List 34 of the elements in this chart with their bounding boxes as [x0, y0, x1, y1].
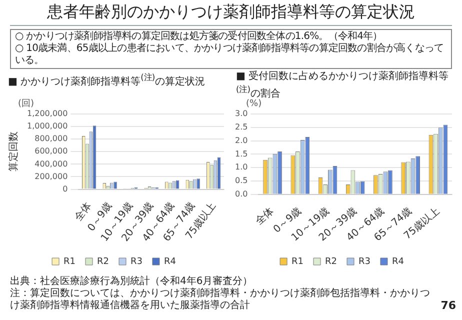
y-tick-label: 2.5	[234, 122, 248, 132]
legend-label: R3	[130, 256, 142, 267]
legend-label: R4	[392, 256, 404, 267]
text: ○ 10歳未満、65歳以上の患者において、かかりつけ薬剤師指導料等の算定回数の割合が高くなっている。	[15, 43, 445, 67]
text: ○ かかりつけ薬剤師指導料の算定回数は処方箋の受付回数全体の1.6%。（令和4年）	[15, 31, 384, 42]
y-tick-label: 3.0	[234, 109, 248, 118]
y-tick-label: 1,200,000	[26, 109, 68, 118]
y-tick-label: 0.0	[234, 189, 248, 198]
text: 注：算定回数については、かかりつけ薬剤師指導料・かかりつけ薬剤師包括指導料・かかりつけ薬剤師指導料情報通信機器を用いた服薬指導の合計	[10, 288, 430, 311]
chart-title: ■ かかりつけ薬剤師指導料等$^{(注)}$の算定状況	[7, 71, 206, 90]
legend-label: R4	[164, 256, 176, 267]
legend-label: R2	[325, 256, 338, 267]
text: 患者年齢別のかかりつけ薬剤師指導料等の算定状況	[10, 2, 452, 26]
legend-label: R1	[292, 256, 304, 267]
y-tick-label: 1,000,000	[26, 122, 68, 131]
y-tick-label: 0.5	[234, 176, 248, 186]
legend-label: R1	[64, 256, 76, 267]
y-tick-label: 1.0	[234, 162, 248, 172]
source-note: 出典：社会医療診療行為別統計（令和4年6月審査分）	[10, 276, 254, 288]
y-tick-label: 400,000	[34, 159, 68, 168]
y-tick-label: 2.0	[234, 136, 248, 145]
y-tick-label: 600,000	[34, 146, 68, 156]
text: (%)	[246, 98, 262, 109]
y-tick-label: 800,000	[34, 134, 68, 144]
y-axis-title: 算定回数	[8, 132, 20, 172]
text: (回)	[18, 98, 34, 109]
text: 76	[440, 299, 456, 312]
chart-title: ■ 受付回数に占めるかかりつけ薬剤師指導料等$^{(注)}$の割合	[235, 71, 450, 100]
legend-label: R3	[358, 256, 370, 267]
y-tick-label: 0	[62, 184, 68, 194]
legend-label: R2	[97, 256, 110, 267]
y-tick-label: 1.5	[234, 149, 248, 158]
x-tick-label: 全体	[72, 200, 94, 224]
y-tick-label: 200,000	[34, 172, 68, 181]
